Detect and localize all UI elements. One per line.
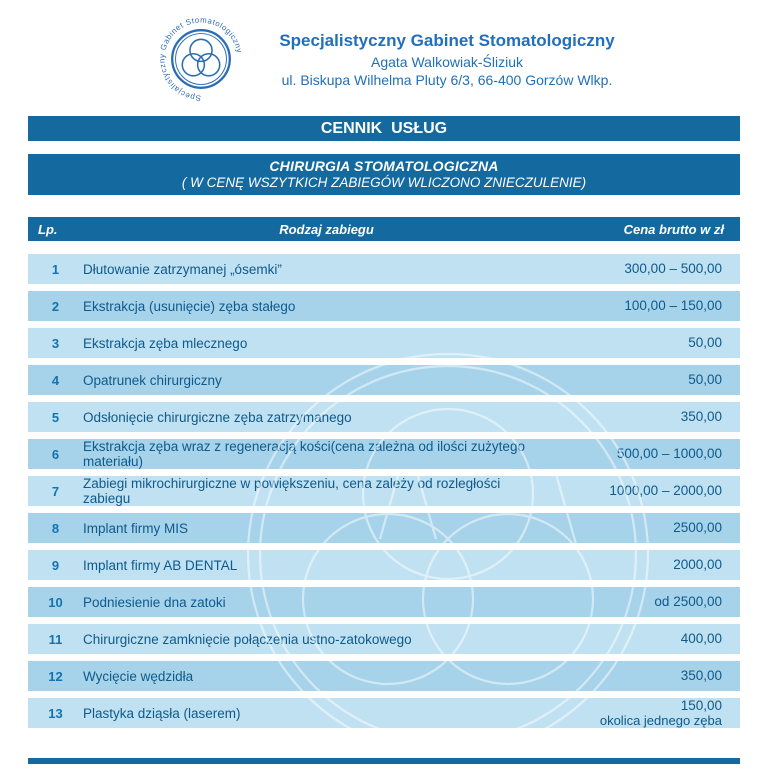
- row-treatment: Podniesienie dna zatoki: [83, 594, 226, 610]
- row-price: 400,00: [680, 631, 722, 647]
- table-row: 11 Chirurgiczne zamknięcie połączenia us…: [28, 624, 740, 654]
- column-header-lp: Lp.: [38, 221, 58, 237]
- row-treatment: Ekstrakcja zęba wraz z regeneracją kości…: [83, 439, 525, 469]
- row-price-cell: 350,00: [555, 409, 740, 425]
- row-price-cell: 2000,00: [555, 557, 740, 573]
- row-treatment: Dłutowanie zatrzymanej „ósemki”: [83, 261, 282, 277]
- row-number: 12: [48, 668, 63, 684]
- table-header-row: Lp. Rodzaj zabiegu Cena brutto w zł: [28, 217, 740, 241]
- row-price: 1000,00 – 2000,00: [609, 483, 722, 499]
- row-number: 13: [48, 705, 63, 721]
- table-row: 5 Odsłonięcie chirurgiczne zęba zatrzyma…: [28, 402, 740, 432]
- section-subtitle: ( W CENĘ WSZYTKICH ZABIEGÓW WLICZONO ZNI…: [181, 175, 587, 190]
- clinic-doctor: Agata Walkowiak-Śliziuk: [371, 53, 523, 70]
- price-table-body-wrap: 1 Dłutowanie zatrzymanej „ósemki” 300,00…: [28, 254, 740, 756]
- table-row: 9 Implant firmy AB DENTAL 2000,00: [28, 550, 740, 580]
- row-number: 1: [51, 261, 60, 277]
- row-price-cell: 500,00 – 1000,00: [555, 446, 740, 462]
- row-number: 8: [51, 520, 60, 536]
- row-treatment: Chirurgiczne zamknięcie połączenia ustno…: [83, 631, 412, 647]
- row-treatment: Zabiegi mikrochirurgiczne w powiększeniu…: [83, 476, 501, 506]
- table-row: 13 Plastyka dziąsła (laserem) 150,00 oko…: [28, 698, 740, 729]
- row-price: 500,00 – 1000,00: [616, 446, 722, 462]
- row-treatment: Implant firmy MIS: [83, 520, 189, 536]
- table-row: 12 Wycięcie wędzidła 350,00: [28, 661, 740, 691]
- row-treatment: Ekstrakcja zęba mlecznego: [83, 335, 248, 351]
- row-price-cell: 1000,00 – 2000,00: [555, 483, 740, 499]
- row-price-cell: 50,00: [555, 372, 740, 388]
- table-row: 10 Podniesienie dna zatoki od 2500,00: [28, 587, 740, 617]
- column-header-price: Cena brutto w zł: [623, 221, 724, 237]
- logo-curved-text: Specjalistyczny Gabinet Stomatologiczny: [158, 15, 244, 102]
- main-title-banner: CENNIK USŁUG: [28, 116, 740, 141]
- row-number: 10: [48, 594, 63, 610]
- row-price-note: okolica jednego zęba: [599, 712, 722, 728]
- row-treatment: Implant firmy AB DENTAL: [83, 557, 238, 573]
- table-row: 1 Dłutowanie zatrzymanej „ósemki” 300,00…: [28, 254, 740, 284]
- row-price: 300,00 – 500,00: [624, 261, 722, 277]
- row-treatment: Plastyka dziąsła (laserem): [83, 705, 241, 721]
- row-price-cell: 50,00: [555, 335, 740, 351]
- row-number: 3: [51, 335, 60, 351]
- row-price-cell: 400,00: [555, 631, 740, 647]
- row-price-cell: 2500,00: [555, 520, 740, 536]
- row-price: od 2500,00: [654, 594, 722, 610]
- row-number: 4: [51, 372, 60, 388]
- clinic-address: ul. Biskupa Wilhelma Pluty 6/3, 66-400 G…: [281, 71, 613, 88]
- row-treatment: Ekstrakcja (usunięcie) zęba stałego: [83, 298, 296, 314]
- clinic-logo-icon: Specjalistyczny Gabinet Stomatologiczny: [153, 11, 249, 107]
- price-table-body: 1 Dłutowanie zatrzymanej „ósemki” 300,00…: [28, 254, 740, 729]
- page-header: Specjalistyczny Gabinet Stomatologiczny …: [0, 0, 768, 108]
- clinic-name: Specjalistyczny Gabinet Stomatologiczny: [279, 30, 615, 50]
- row-treatment: Wycięcie wędzidła: [83, 668, 194, 684]
- table-row: 2 Ekstrakcja (usunięcie) zęba stałego 10…: [28, 291, 740, 321]
- row-price-cell: od 2500,00: [555, 594, 740, 610]
- row-price-cell: 350,00: [555, 668, 740, 684]
- row-number: 2: [51, 298, 60, 314]
- row-price: 350,00: [680, 668, 722, 684]
- row-treatment: Opatrunek chirurgiczny: [83, 372, 222, 388]
- row-number: 11: [48, 631, 63, 647]
- clinic-info: Specjalistyczny Gabinet Stomatologiczny …: [279, 31, 614, 88]
- row-treatment: Odsłonięcie chirurgiczne zęba zatrzymane…: [83, 409, 352, 425]
- row-price: 150,00: [680, 698, 722, 713]
- row-price-cell: 100,00 – 150,00: [555, 298, 740, 314]
- row-price: 350,00: [680, 409, 722, 425]
- row-price: 2000,00: [673, 557, 722, 573]
- footer-bar: [28, 758, 740, 764]
- row-price: 50,00: [688, 335, 722, 351]
- row-price: 50,00: [688, 372, 722, 388]
- row-number: 6: [51, 446, 60, 462]
- table-row: 4 Opatrunek chirurgiczny 50,00: [28, 365, 740, 395]
- table-row: 3 Ekstrakcja zęba mlecznego 50,00: [28, 328, 740, 358]
- column-header-treatment: Rodzaj zabiegu: [279, 221, 374, 237]
- row-number: 7: [51, 483, 60, 499]
- table-row: 7 Zabiegi mikrochirurgiczne w powiększen…: [28, 476, 740, 506]
- section-title: CHIRURGIA STOMATOLOGICZNA: [269, 158, 499, 174]
- row-number: 5: [51, 409, 60, 425]
- row-price-cell: 300,00 – 500,00: [555, 261, 740, 277]
- table-row: 6 Ekstrakcja zęba wraz z regeneracją koś…: [28, 439, 740, 469]
- table-row: 8 Implant firmy MIS 2500,00: [28, 513, 740, 543]
- row-number: 9: [51, 557, 60, 573]
- section-banner: CHIRURGIA STOMATOLOGICZNA ( W CENĘ WSZYT…: [28, 154, 740, 195]
- row-price: 2500,00: [673, 520, 722, 536]
- row-price-cell: 150,00 okolica jednego zęba: [555, 698, 740, 728]
- row-price: 100,00 – 150,00: [624, 298, 722, 314]
- svg-text:Specjalistyczny Gabinet Stomat: Specjalistyczny Gabinet Stomatologiczny: [158, 15, 245, 102]
